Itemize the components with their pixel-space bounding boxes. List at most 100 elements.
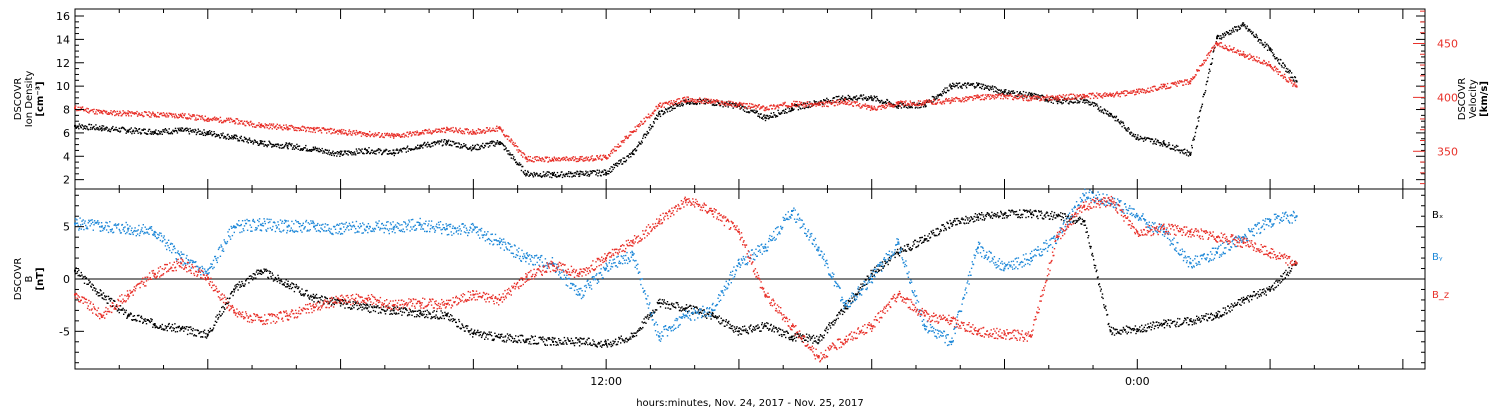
density-sample [1275, 58, 1277, 60]
velocity-sample [114, 111, 117, 113]
density-sample [898, 104, 900, 107]
velocity-sample [1206, 54, 1208, 56]
bx-sample [147, 319, 149, 321]
velocity-sample [563, 158, 566, 161]
velocity-sample [1151, 89, 1153, 92]
velocity-sample [766, 106, 768, 108]
density-sample [405, 148, 407, 150]
velocity-sample [725, 101, 727, 104]
density-sample [104, 127, 107, 129]
velocity-sample [948, 100, 951, 102]
velocity-sample [977, 97, 980, 99]
bx-sample [499, 337, 501, 339]
density-sample [276, 145, 278, 148]
density-sample [353, 151, 356, 153]
velocity-sample [1203, 59, 1205, 62]
velocity-sample [463, 132, 466, 135]
velocity-sample [424, 129, 426, 131]
velocity-sample [374, 133, 376, 136]
velocity-sample [1172, 83, 1174, 85]
bx-sample [631, 332, 633, 335]
velocity-sample [317, 127, 319, 129]
bx-sample [394, 313, 397, 315]
density-sample [414, 147, 416, 150]
velocity-sample [1191, 78, 1193, 81]
velocity-sample [651, 112, 653, 115]
bx-sample [126, 316, 129, 318]
density-sample [199, 130, 201, 132]
bx-sample [574, 342, 576, 344]
density-sample [974, 87, 976, 89]
density-sample [162, 130, 165, 133]
bx-sample [275, 277, 277, 280]
velocity-sample [532, 157, 534, 159]
bx-sample [144, 318, 146, 320]
bx-sample [505, 341, 507, 343]
density-sample [464, 145, 466, 147]
density-sample [565, 172, 567, 175]
density-sample [1267, 44, 1269, 47]
density-tick-label: 4 [63, 150, 70, 163]
velocity-sample [274, 125, 277, 128]
density-sample [939, 94, 941, 96]
bx-sample [517, 335, 519, 338]
density-sample [409, 148, 411, 150]
density-sample [291, 148, 294, 150]
velocity-sample [456, 130, 458, 132]
bx-sample [460, 327, 462, 330]
velocity-sample [410, 135, 413, 137]
velocity-sample [542, 158, 545, 161]
density-sample [611, 166, 614, 168]
velocity-sample [336, 129, 339, 132]
bx-sample [496, 335, 499, 338]
density-sample [1156, 141, 1158, 143]
density-sample [571, 172, 574, 175]
velocity-point [817, 103, 820, 106]
bx-sample [209, 331, 211, 333]
velocity-sample [348, 130, 350, 133]
density-sample [1204, 92, 1206, 94]
velocity-sample [770, 104, 772, 106]
density-sample [491, 140, 493, 142]
density-sample [346, 153, 348, 155]
density-sample [674, 107, 676, 109]
velocity-sample [203, 118, 205, 121]
bx-sample [214, 324, 216, 326]
density-sample [1120, 120, 1122, 122]
bx-sample [135, 318, 137, 321]
density-sample [197, 131, 199, 133]
density-sample [688, 103, 691, 105]
bx-sample [427, 311, 430, 313]
velocity-sample [1101, 97, 1104, 99]
velocity-sample [1012, 98, 1015, 101]
density-sample [298, 145, 301, 147]
bx-sample [267, 276, 269, 279]
velocity-sample [541, 157, 543, 159]
density-sample [281, 147, 283, 149]
density-sample [476, 143, 478, 146]
velocity-sample [993, 94, 995, 97]
density-sample [1098, 107, 1100, 109]
density-sample [275, 143, 277, 145]
velocity-sample [620, 140, 622, 143]
bx-sample [561, 343, 564, 345]
velocity-sample [647, 113, 650, 115]
density-sample [807, 106, 810, 109]
bx-sample [140, 315, 143, 317]
density-sample [338, 151, 340, 153]
density-sample [1124, 127, 1126, 129]
velocity-sample [647, 116, 649, 119]
density-sample [1086, 99, 1088, 102]
bx-sample [513, 338, 516, 340]
bx-sample [239, 286, 241, 288]
velocity-sample [409, 131, 411, 133]
velocity-sample [762, 105, 765, 108]
bx-sample [609, 341, 612, 343]
bx-sample [283, 283, 285, 285]
bx-sample [229, 297, 231, 299]
bx-sample [139, 320, 141, 323]
density-sample [1080, 98, 1082, 101]
bx-sample [491, 335, 493, 337]
bx-sample [406, 309, 408, 312]
velocity-sample [786, 106, 789, 108]
